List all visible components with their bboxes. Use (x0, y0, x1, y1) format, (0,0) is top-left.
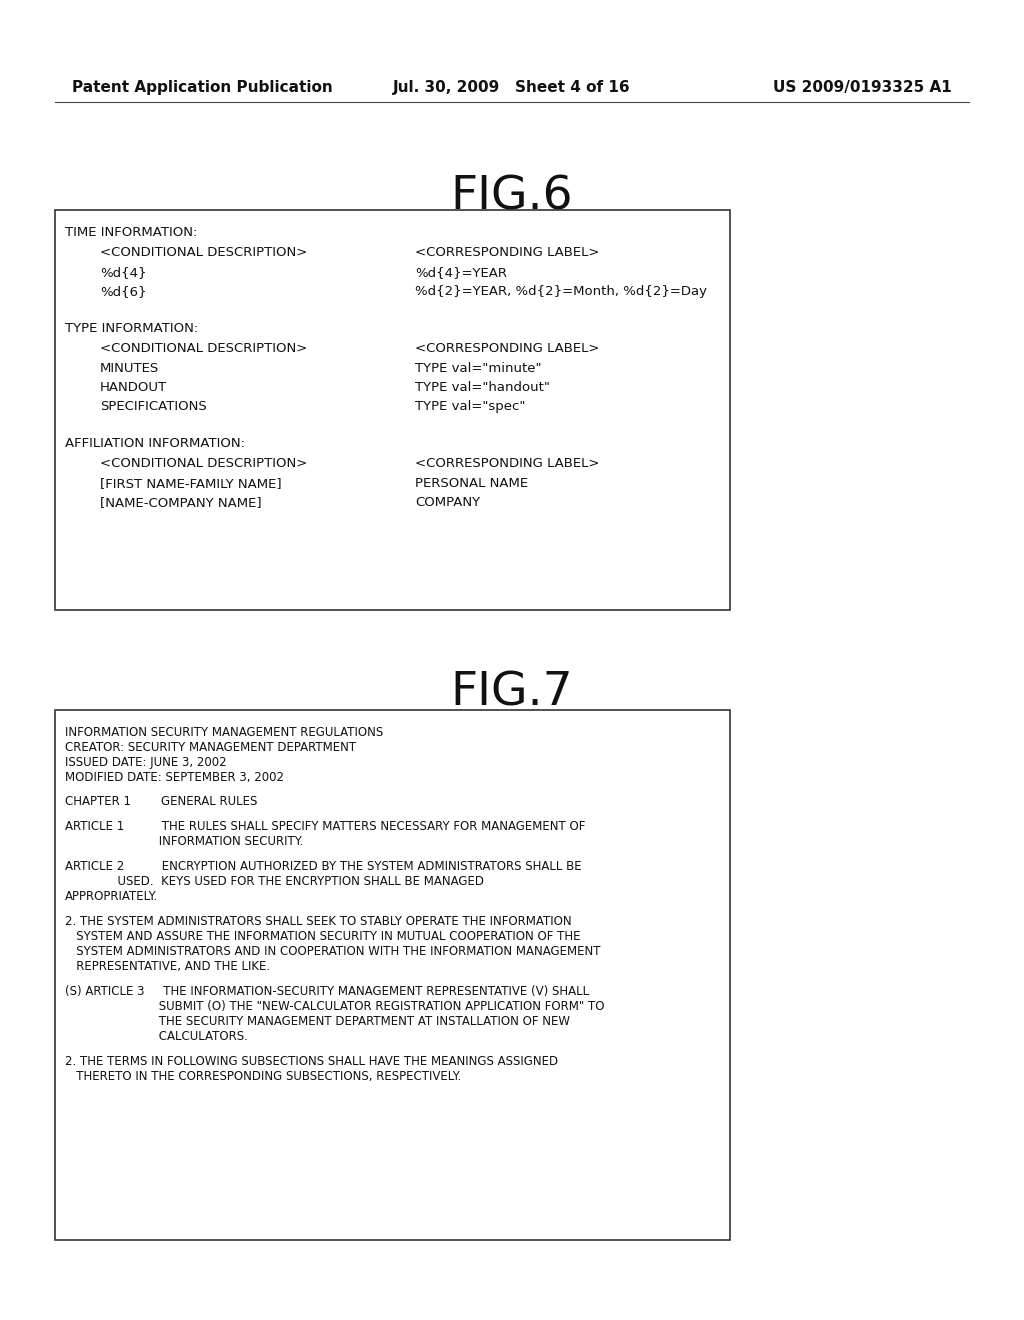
Text: %d{4}=YEAR: %d{4}=YEAR (415, 267, 507, 279)
Text: FIG.6: FIG.6 (451, 176, 573, 220)
Text: MINUTES: MINUTES (100, 362, 160, 375)
Text: <CORRESPONDING LABEL>: <CORRESPONDING LABEL> (415, 246, 599, 259)
Text: %d{6}: %d{6} (100, 285, 146, 298)
Text: US 2009/0193325 A1: US 2009/0193325 A1 (773, 81, 952, 95)
Text: [FIRST NAME-FAMILY NAME]: [FIRST NAME-FAMILY NAME] (100, 477, 282, 490)
Text: REPRESENTATIVE, AND THE LIKE.: REPRESENTATIVE, AND THE LIKE. (65, 960, 270, 973)
Text: CREATOR: SECURITY MANAGEMENT DEPARTMENT: CREATOR: SECURITY MANAGEMENT DEPARTMENT (65, 741, 356, 754)
Text: APPROPRIATELY.: APPROPRIATELY. (65, 890, 158, 903)
Text: THERETO IN THE CORRESPONDING SUBSECTIONS, RESPECTIVELY.: THERETO IN THE CORRESPONDING SUBSECTIONS… (65, 1071, 461, 1082)
Text: Jul. 30, 2009   Sheet 4 of 16: Jul. 30, 2009 Sheet 4 of 16 (393, 81, 631, 95)
Text: TIME INFORMATION:: TIME INFORMATION: (65, 226, 198, 239)
Text: %d{4}: %d{4} (100, 267, 146, 279)
Text: FIG.7: FIG.7 (451, 671, 573, 715)
Text: SPECIFICATIONS: SPECIFICATIONS (100, 400, 207, 413)
Text: <CORRESPONDING LABEL>: <CORRESPONDING LABEL> (415, 342, 599, 355)
Text: SYSTEM AND ASSURE THE INFORMATION SECURITY IN MUTUAL COOPERATION OF THE: SYSTEM AND ASSURE THE INFORMATION SECURI… (65, 931, 581, 942)
Text: HANDOUT: HANDOUT (100, 381, 167, 393)
Text: ARTICLE 1          THE RULES SHALL SPECIFY MATTERS NECESSARY FOR MANAGEMENT OF: ARTICLE 1 THE RULES SHALL SPECIFY MATTER… (65, 820, 586, 833)
Text: MODIFIED DATE: SEPTEMBER 3, 2002: MODIFIED DATE: SEPTEMBER 3, 2002 (65, 771, 284, 784)
Text: COMPANY: COMPANY (415, 496, 480, 510)
Text: [NAME-COMPANY NAME]: [NAME-COMPANY NAME] (100, 496, 261, 510)
Text: THE SECURITY MANAGEMENT DEPARTMENT AT INSTALLATION OF NEW: THE SECURITY MANAGEMENT DEPARTMENT AT IN… (65, 1015, 570, 1028)
Text: TYPE val="handout": TYPE val="handout" (415, 381, 550, 393)
Text: 2. THE SYSTEM ADMINISTRATORS SHALL SEEK TO STABLY OPERATE THE INFORMATION: 2. THE SYSTEM ADMINISTRATORS SHALL SEEK … (65, 915, 571, 928)
Text: SYSTEM ADMINISTRATORS AND IN COOPERATION WITH THE INFORMATION MANAGEMENT: SYSTEM ADMINISTRATORS AND IN COOPERATION… (65, 945, 600, 958)
Text: %d{2}=YEAR, %d{2}=Month, %d{2}=Day: %d{2}=YEAR, %d{2}=Month, %d{2}=Day (415, 285, 707, 298)
Text: 2. THE TERMS IN FOLLOWING SUBSECTIONS SHALL HAVE THE MEANINGS ASSIGNED: 2. THE TERMS IN FOLLOWING SUBSECTIONS SH… (65, 1055, 558, 1068)
Text: USED.  KEYS USED FOR THE ENCRYPTION SHALL BE MANAGED: USED. KEYS USED FOR THE ENCRYPTION SHALL… (65, 875, 484, 888)
Text: ISSUED DATE: JUNE 3, 2002: ISSUED DATE: JUNE 3, 2002 (65, 756, 226, 770)
Text: TYPE val="minute": TYPE val="minute" (415, 362, 542, 375)
Text: <CONDITIONAL DESCRIPTION>: <CONDITIONAL DESCRIPTION> (100, 457, 307, 470)
Text: Patent Application Publication: Patent Application Publication (72, 81, 333, 95)
Bar (55, 210, 730, 610)
Text: PERSONAL NAME: PERSONAL NAME (415, 477, 528, 490)
Text: CHAPTER 1        GENERAL RULES: CHAPTER 1 GENERAL RULES (65, 795, 257, 808)
Text: CALCULATORS.: CALCULATORS. (65, 1030, 248, 1043)
Text: <CORRESPONDING LABEL>: <CORRESPONDING LABEL> (415, 457, 599, 470)
Text: ARTICLE 2          ENCRYPTION AUTHORIZED BY THE SYSTEM ADMINISTRATORS SHALL BE: ARTICLE 2 ENCRYPTION AUTHORIZED BY THE S… (65, 861, 582, 873)
Text: <CONDITIONAL DESCRIPTION>: <CONDITIONAL DESCRIPTION> (100, 246, 307, 259)
Text: TYPE val="spec": TYPE val="spec" (415, 400, 525, 413)
Text: INFORMATION SECURITY MANAGEMENT REGULATIONS: INFORMATION SECURITY MANAGEMENT REGULATI… (65, 726, 383, 739)
Text: INFORMATION SECURITY.: INFORMATION SECURITY. (65, 836, 303, 847)
Text: (S) ARTICLE 3     THE INFORMATION-SECURITY MANAGEMENT REPRESENTATIVE (V) SHALL: (S) ARTICLE 3 THE INFORMATION-SECURITY M… (65, 985, 589, 998)
Bar (55, 710, 730, 1239)
Text: <CONDITIONAL DESCRIPTION>: <CONDITIONAL DESCRIPTION> (100, 342, 307, 355)
Text: AFFILIATION INFORMATION:: AFFILIATION INFORMATION: (65, 437, 245, 450)
Text: SUBMIT (O) THE "NEW-CALCULATOR REGISTRATION APPLICATION FORM" TO: SUBMIT (O) THE "NEW-CALCULATOR REGISTRAT… (65, 1001, 604, 1012)
Text: TYPE INFORMATION:: TYPE INFORMATION: (65, 322, 199, 335)
